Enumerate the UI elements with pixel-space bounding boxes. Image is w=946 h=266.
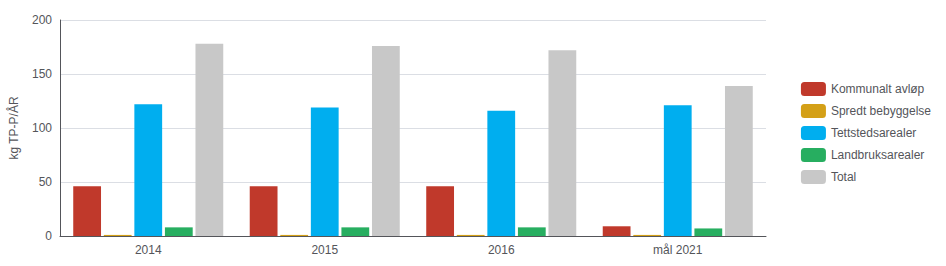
svg-text:Kommunalt avløp: Kommunalt avløp [831,82,925,96]
svg-text:100: 100 [32,121,52,135]
svg-text:200: 200 [32,13,52,27]
svg-text:Tettstedsarealer: Tettstedsarealer [831,126,916,140]
svg-text:50: 50 [39,175,53,189]
svg-text:kg TP-P/ÅR: kg TP-P/ÅR [6,96,21,159]
svg-text:2014: 2014 [135,243,162,257]
svg-text:0: 0 [45,229,52,243]
svg-text:Total: Total [831,170,856,184]
svg-text:2016: 2016 [488,243,515,257]
svg-text:2015: 2015 [311,243,338,257]
svg-text:Landbruksarealer: Landbruksarealer [831,148,924,162]
svg-text:150: 150 [32,67,52,81]
svg-text:mål 2021: mål 2021 [653,243,703,257]
svg-text:Spredt bebyggelse: Spredt bebyggelse [831,104,931,118]
